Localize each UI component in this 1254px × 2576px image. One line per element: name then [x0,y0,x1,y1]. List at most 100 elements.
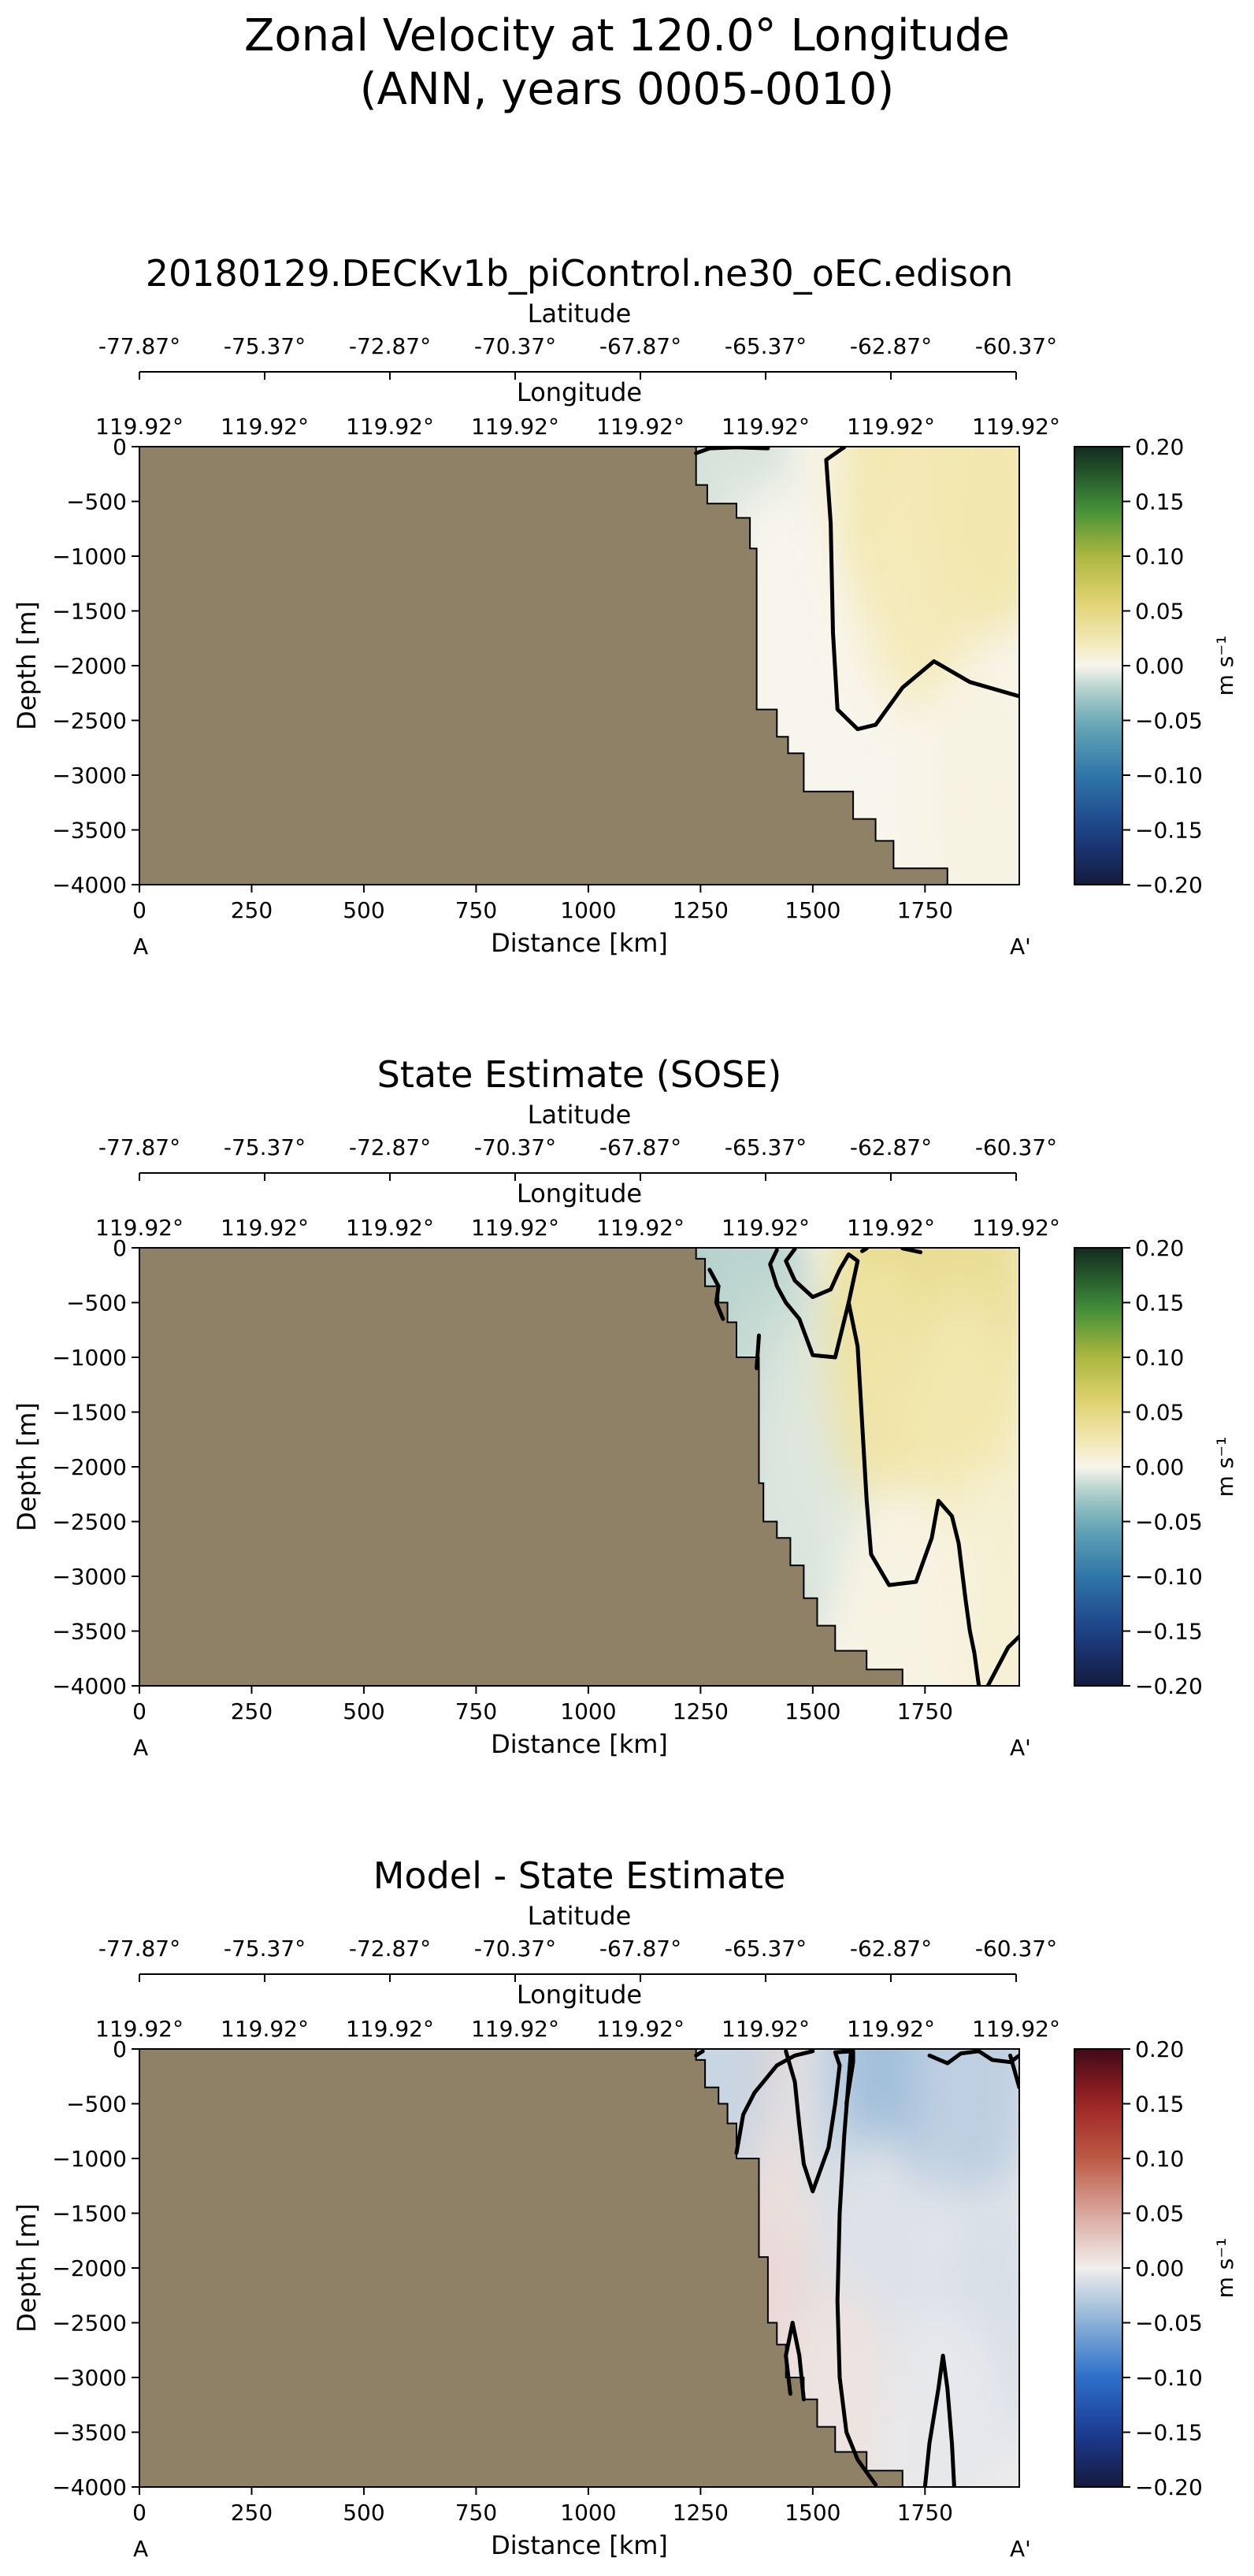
x-tick-label: 0 [132,2500,147,2526]
colorbar-tick-label: 0.20 [1135,2036,1184,2062]
y-tick-label: 0 [113,1235,127,1261]
colorbar-tick-label: −0.15 [1135,1619,1203,1645]
top-axis-2-tick-label: 119.92° [596,2016,685,2042]
colorbar [1074,1247,1123,1687]
x-tick-label: 500 [343,2500,384,2526]
x-axis-label: Distance [km] [491,2530,668,2560]
zero-contour [734,2049,815,2155]
y-tick-label: −3500 [52,818,127,844]
y-tick-label: 0 [113,2036,127,2062]
field-blob [884,2309,1011,2487]
x-axis-label: Distance [km] [491,928,668,958]
y-tick-label: −2500 [52,1509,127,1535]
top-axis-2-tick-label: 119.92° [471,2016,559,2042]
top-axis-1-tick-label: -62.87° [850,333,932,359]
x-tick-label: 0 [132,1698,147,1724]
colorbar [1074,446,1123,885]
x-tick-label: 750 [455,897,497,923]
top-axis-2-label: Longitude [517,1980,642,2010]
top-axis-2-label: Longitude [517,377,642,407]
colorbar-tick-label: 0.15 [1135,1290,1184,1316]
x-tick-label: 250 [231,897,273,923]
x-tick-label: 1500 [785,1698,840,1724]
top-axis-1-tick-label: -75.37° [224,1134,306,1160]
colorbar-tick-label: −0.20 [1135,872,1203,898]
x-tick-label: 1750 [897,2500,953,2526]
top-axis-2-tick-label: 119.92° [471,414,559,440]
top-axis-2-tick-label: 119.92° [346,2016,434,2042]
colorbar-tick-label: 0.15 [1135,489,1184,515]
zero-contour [694,447,770,455]
x-tick-label: 500 [343,897,384,923]
top-axis-1-tick-label: -65.37° [725,1134,807,1160]
colorbar-tick-label: −0.05 [1135,708,1203,734]
top-axis-2-label: Longitude [517,1179,642,1208]
top-axis-1-tick-label: -60.37° [975,333,1057,359]
top-axis-1-tick-label: -75.37° [224,333,306,359]
top-axis-1-tick-label: -67.87° [599,1936,681,1962]
y-tick-label: −1500 [52,1400,127,1426]
top-axis-1-tick-label: -72.87° [349,333,431,359]
colorbar-tick-label: 0.00 [1135,2255,1184,2281]
colorbar-tick-label: 0.15 [1135,2092,1184,2118]
zero-contour [985,1634,1019,1686]
y-tick-label: −1000 [52,544,127,570]
top-axis-2-tick-label: 119.92° [722,2016,810,2042]
colorbar-tick-label: −0.15 [1135,818,1203,844]
x-tick-label: 1000 [560,1698,616,1724]
zero-contour [922,2353,956,2487]
section-start-label: A [133,934,148,960]
figure-title-line-1: Zonal Velocity at 120.0° Longitude [244,10,1010,61]
x-tick-label: 1250 [673,897,729,923]
top-axis-2-tick-label: 119.92° [95,1215,184,1241]
y-tick-label: −1500 [52,2201,127,2227]
colorbar-tick-label: 0.00 [1135,653,1184,679]
colorbar-tick-label: 0.10 [1135,1345,1184,1371]
y-tick-label: −2500 [52,2311,127,2337]
colorbar-tick-label: −0.05 [1135,2311,1203,2337]
top-axis-1-tick-label: -77.87° [98,333,180,359]
x-tick-label: 250 [231,1698,273,1724]
top-axis-1-tick-label: -77.87° [98,1936,180,1962]
colorbar [1074,2048,1123,2488]
top-axis-1-tick-label: -70.37° [474,1134,556,1160]
panel-title: State Estimate (SOSE) [377,1053,782,1096]
top-axis-2-tick-label: 119.92° [221,1215,309,1241]
top-axis-2-tick-label: 119.92° [596,1215,685,1241]
land-mask [139,447,948,885]
section-start-label: A [133,1735,148,1761]
top-axis-1-tick-label: -70.37° [474,1936,556,1962]
y-tick-label: −2500 [52,708,127,734]
field-blob [920,663,1019,885]
top-axis-1-tick-label: -60.37° [975,1134,1057,1160]
x-tick-label: 750 [455,2500,497,2526]
top-axis-1-tick-label: -70.37° [474,333,556,359]
y-tick-label: −3000 [52,1564,127,1590]
top-axis-1-label: Latitude [528,1100,632,1130]
top-axis-2-tick-label: 119.92° [596,414,685,440]
chart-panel-3: Model - State Estimate Latitude Longitude -… [12,1854,1238,2562]
colorbar-tick-label: 0.00 [1135,1454,1184,1480]
y-tick-label: −3000 [52,2365,127,2391]
colorbar-tick-label: −0.10 [1135,1564,1203,1590]
x-tick-label: 1750 [897,897,953,923]
top-axis-1-tick-label: -72.87° [349,1936,431,1962]
top-axis-1-tick-label: -67.87° [599,333,681,359]
x-tick-label: 250 [231,2500,273,2526]
colorbar-tick-label: −0.05 [1135,1509,1203,1535]
colorbar-tick-label: −0.10 [1135,763,1203,789]
y-tick-label: −1000 [52,1345,127,1371]
top-axis-2-tick-label: 119.92° [722,414,810,440]
y-tick-label: 0 [113,434,127,460]
y-tick-label: −1500 [52,599,127,625]
y-tick-label: −3500 [52,1619,127,1645]
zero-contour [768,1248,860,1360]
zero-contour [784,2049,855,2194]
panel-title: 20180129.DECKv1b_piControl.ne30_oEC.edis… [146,252,1014,295]
top-axis-2-tick-label: 119.92° [972,414,1060,440]
figure-title: Zonal Velocity at 120.0° Longitude (ANN,… [0,9,1254,117]
y-axis-label: Depth [m] [12,2203,42,2333]
colorbar-tick-label: −0.10 [1135,2365,1203,2391]
section-end-label: A' [1010,1735,1031,1761]
